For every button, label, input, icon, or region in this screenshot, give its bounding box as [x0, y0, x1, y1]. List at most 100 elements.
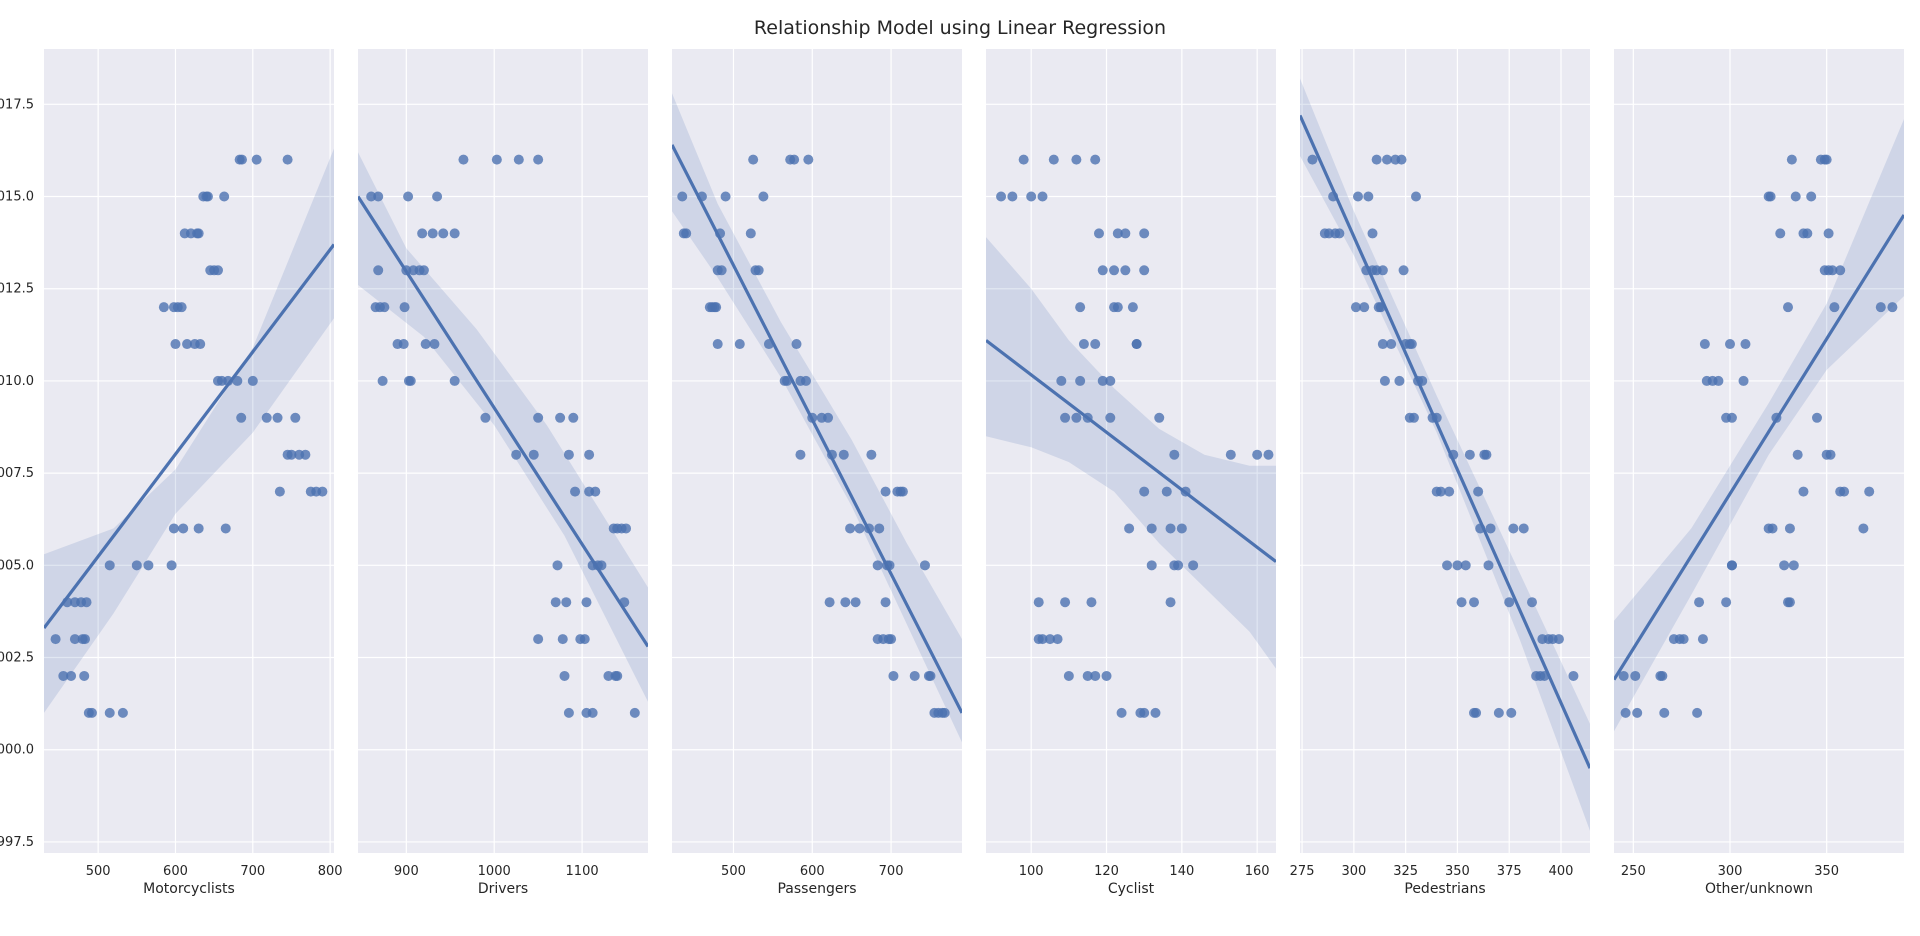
data-point — [1382, 154, 1392, 165]
data-point — [1738, 375, 1749, 386]
data-point — [449, 228, 460, 239]
data-point — [581, 597, 592, 608]
data-point — [888, 670, 899, 681]
data-point — [1075, 375, 1086, 386]
data-point — [629, 707, 640, 718]
data-point — [1071, 154, 1082, 165]
data-point — [213, 265, 223, 276]
data-point — [1120, 265, 1131, 276]
data-point — [50, 634, 61, 645]
data-point — [880, 597, 891, 608]
data-point — [1139, 265, 1150, 276]
data-point — [1367, 228, 1378, 239]
data-point — [131, 560, 142, 571]
data-point — [1620, 707, 1631, 718]
data-point — [1131, 339, 1142, 350]
data-point — [272, 412, 283, 423]
data-point — [1632, 707, 1643, 718]
data-point — [1713, 375, 1724, 386]
x-tick-label: 100 — [1019, 864, 1044, 879]
data-point — [1740, 339, 1751, 350]
data-point — [1630, 670, 1641, 681]
data-point — [178, 523, 189, 534]
data-point — [1726, 412, 1737, 423]
data-point — [1097, 265, 1108, 276]
data-point — [1007, 191, 1018, 202]
panel-drivers: 900 1000 1100 Drivers — [358, 49, 648, 897]
data-point — [612, 670, 623, 681]
data-point — [405, 375, 416, 386]
data-point — [734, 339, 745, 350]
panel-pedestrians: 275 300 325 350 375 400 Pedestrians — [1290, 49, 1590, 897]
data-point — [789, 154, 800, 165]
data-point — [800, 375, 811, 386]
data-point — [1150, 707, 1161, 718]
data-point — [845, 523, 856, 534]
data-point — [563, 449, 574, 460]
data-point — [1037, 634, 1048, 645]
data-point — [1033, 597, 1044, 608]
data-point — [1411, 191, 1421, 202]
panel-background — [672, 49, 962, 853]
panel-background — [358, 49, 648, 853]
chart-title: Relationship Model using Linear Regressi… — [754, 17, 1166, 39]
panel-plot-area — [1300, 78, 1590, 831]
data-point — [1553, 634, 1564, 645]
data-point — [1483, 560, 1494, 571]
data-point — [1071, 412, 1082, 423]
data-point — [1109, 265, 1120, 276]
data-point — [925, 670, 936, 681]
data-point — [587, 707, 598, 718]
x-axis-label: Pedestrians — [1404, 881, 1485, 897]
data-point — [1765, 191, 1776, 202]
data-point — [480, 412, 491, 423]
data-point — [1725, 339, 1735, 350]
data-point — [1493, 707, 1504, 718]
data-point — [286, 449, 297, 460]
data-point — [590, 486, 601, 497]
data-point — [1090, 154, 1101, 165]
data-point — [1806, 191, 1817, 202]
data-point — [1779, 560, 1790, 571]
data-point — [1473, 486, 1484, 497]
data-point — [1146, 523, 1157, 534]
data-point — [458, 154, 469, 165]
data-point — [1052, 634, 1063, 645]
data-point — [1798, 486, 1809, 497]
data-point — [1086, 597, 1097, 608]
data-point — [429, 339, 440, 350]
data-point — [449, 375, 460, 386]
data-point — [1790, 191, 1801, 202]
data-point — [232, 375, 243, 386]
data-point — [1784, 597, 1795, 608]
data-point — [711, 302, 722, 313]
y-tick-label: 1997.5 — [0, 835, 34, 850]
data-point — [1124, 523, 1135, 534]
x-tick-label: 400 — [1549, 864, 1574, 879]
data-point — [1406, 339, 1417, 350]
data-point — [1386, 339, 1397, 350]
panel-plot-area — [1614, 119, 1904, 732]
data-point — [66, 670, 77, 681]
data-point — [1726, 560, 1737, 571]
data-point — [748, 154, 759, 165]
confidence-band — [1614, 119, 1904, 732]
data-point — [1116, 707, 1127, 718]
data-point — [533, 412, 544, 423]
data-point — [745, 228, 756, 239]
data-point — [570, 486, 581, 497]
data-point — [1120, 228, 1131, 239]
data-point — [168, 523, 179, 534]
data-point — [1060, 597, 1071, 608]
data-point — [568, 412, 579, 423]
data-point — [1154, 412, 1165, 423]
data-point — [1887, 302, 1898, 313]
data-point — [1825, 449, 1836, 460]
data-point — [1485, 523, 1496, 534]
data-point — [1377, 339, 1388, 350]
data-point — [1263, 449, 1274, 460]
data-point — [104, 707, 115, 718]
data-point — [621, 523, 632, 534]
data-point — [202, 191, 213, 202]
data-point — [824, 597, 835, 608]
